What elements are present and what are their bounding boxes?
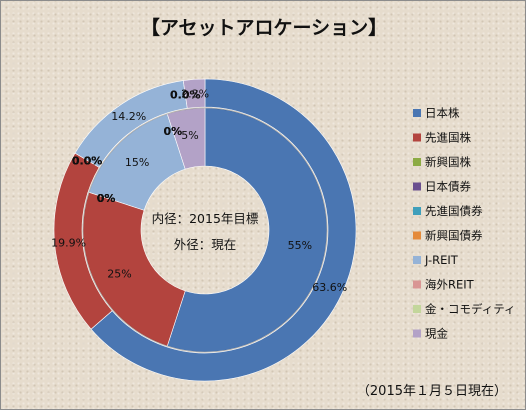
date-note: （2015年１月５日現在）: [356, 384, 507, 399]
center-text-inner: 内径：2015年目標: [152, 211, 259, 226]
outer-label-emerging-bond: 0.0%: [72, 154, 103, 167]
legend-swatch-japan-bond: [413, 182, 421, 191]
legend-swatch-cash: [413, 329, 421, 338]
legend-label-emerging-equity: 新興国株: [425, 155, 471, 169]
inner-slice-developed-equity: [82, 191, 186, 347]
outer-label-cash: 2.3%: [181, 87, 209, 100]
inner-label-developed-equity: 25%: [107, 268, 131, 281]
legend-label-developed-equity: 先進国株: [425, 131, 471, 145]
legend-label-emerging-bond: 新興国債券: [425, 229, 483, 243]
inner-label-emerging-equity: 0%: [97, 192, 116, 205]
legend-label-cash: 現金: [425, 327, 448, 341]
outer-label-japan-bond: 0.0%: [72, 154, 103, 167]
legend-swatch-foreign-reit: [413, 280, 421, 289]
ring-divider: [82, 107, 328, 353]
outer-label-foreign-reit: 0.0%: [170, 88, 201, 101]
legend-swatch-emerging-equity: [413, 158, 421, 166]
legend-swatch-j-reit: [413, 256, 421, 264]
legend-label-j-reit: J-REIT: [424, 253, 459, 267]
inner-label-j-reit: 15%: [125, 156, 149, 169]
inner-slice-japan-equity: [166, 107, 328, 353]
inner-label-japan-bond: 0%: [97, 192, 116, 205]
legend-swatch-japan-equity: [413, 109, 421, 117]
outer-label-japan-equity: 63.6%: [312, 281, 347, 294]
inner-label-developed-bond: 0%: [97, 192, 116, 205]
legend-swatch-developed-bond: [413, 207, 421, 215]
outer-slice-japan-equity: [90, 78, 357, 382]
legend-swatch-gold-commodity: [413, 305, 421, 313]
legend-label-developed-bond: 先進国債券: [425, 204, 483, 218]
inner-label-cash: 5%: [181, 129, 198, 142]
center-text-outer: 外径：現在: [174, 237, 237, 252]
legend-label-foreign-reit: 海外REIT: [425, 278, 475, 292]
legend-label-japan-bond: 日本債券: [425, 180, 471, 194]
outer-label-developed-equity: 19.9%: [51, 236, 86, 249]
outer-label-emerging-equity: 0.0%: [72, 154, 103, 167]
legend-label-japan-equity: 日本株: [425, 106, 460, 120]
inner-label-foreign-reit: 0%: [164, 125, 183, 138]
legend-label-gold-commodity: 金・コモディティ: [425, 302, 516, 316]
inner-label-gold-commodity: 0%: [164, 125, 183, 138]
outer-label-gold-commodity: 0.0%: [170, 88, 201, 101]
inner-label-japan-equity: 55%: [288, 239, 312, 252]
outer-slice-cash: [182, 78, 206, 109]
inner-slice-cash: [166, 107, 206, 170]
inner-label-emerging-bond: 0%: [97, 192, 116, 205]
outer-label-j-reit: 14.2%: [111, 110, 146, 123]
legend-swatch-developed-equity: [413, 133, 421, 142]
outer-label-developed-bond: 0.0%: [72, 154, 103, 167]
chart-title: 【アセットアロケーション】: [140, 17, 388, 39]
legend-swatch-emerging-bond: [413, 231, 421, 240]
